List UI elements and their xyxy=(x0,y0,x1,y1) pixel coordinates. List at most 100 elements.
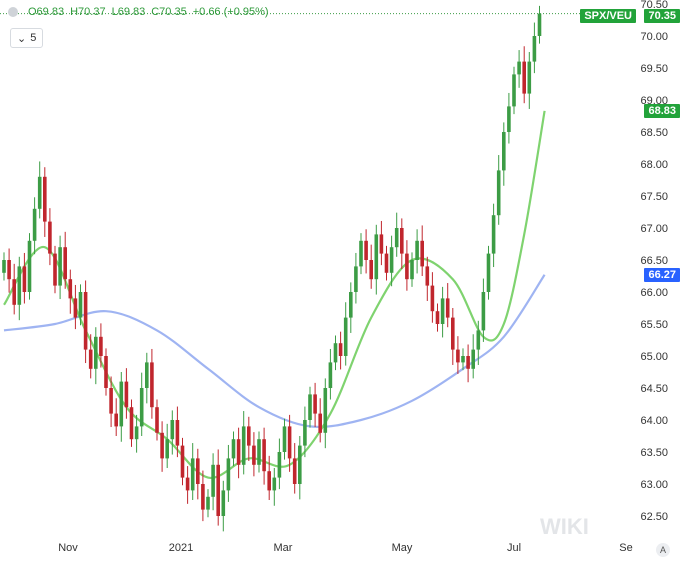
candle-body xyxy=(68,279,73,299)
candle-body xyxy=(247,426,251,446)
candle-body xyxy=(369,260,373,280)
candle-body xyxy=(241,426,246,465)
candle-body xyxy=(394,228,399,248)
candle-body xyxy=(257,439,261,465)
price-tick-label: 67.50 xyxy=(640,191,668,203)
time-tick-label: Se xyxy=(619,542,632,554)
candle-body xyxy=(537,13,542,36)
candle-body xyxy=(507,106,511,132)
candle-body xyxy=(349,292,353,318)
candle-body xyxy=(486,253,491,292)
candle-body xyxy=(517,61,521,75)
watermark-logo: WIKI xyxy=(540,514,589,539)
candle-body xyxy=(496,170,501,216)
candle-body xyxy=(114,413,118,427)
candle-body xyxy=(160,432,164,459)
candle-body xyxy=(48,221,52,254)
candle-body xyxy=(379,234,384,254)
candle-body xyxy=(139,388,144,427)
candle-body xyxy=(175,420,180,446)
candle-body xyxy=(94,336,98,369)
price-tick-label: 64.00 xyxy=(640,415,668,427)
candle-body xyxy=(211,464,215,497)
candle-body xyxy=(206,496,210,510)
candle-body xyxy=(400,228,404,254)
candle-body xyxy=(109,388,113,414)
candle-body xyxy=(512,74,516,107)
candle-body xyxy=(43,176,47,222)
candle-body xyxy=(63,247,67,280)
price-tick-label: 66.00 xyxy=(640,287,668,299)
candle-body xyxy=(532,36,537,62)
candle-body xyxy=(323,388,328,433)
candle-body xyxy=(435,311,440,324)
symbol-visibility-icon[interactable] xyxy=(8,7,18,17)
candle-body xyxy=(313,394,317,414)
candle-body xyxy=(58,247,62,286)
candle-body xyxy=(7,260,11,280)
candle-body xyxy=(196,458,200,484)
candle-body xyxy=(201,484,205,510)
candle-body xyxy=(476,330,481,350)
price-tick-label: 67.00 xyxy=(640,223,668,235)
chevron-down-icon: ⌄ xyxy=(17,32,27,45)
candle-body xyxy=(308,394,312,420)
price-axis[interactable]: 62.50 63.00 63.50 64.00 64.50 65.00 65.50 66.00… xyxy=(640,0,668,523)
candle-body xyxy=(262,439,266,472)
candle-body xyxy=(180,445,185,478)
price-tick-label: 69.50 xyxy=(640,63,668,75)
candle-body xyxy=(53,253,57,286)
candle-body xyxy=(333,343,338,363)
candle-body xyxy=(338,343,343,356)
candle-body xyxy=(145,362,149,388)
candle-body xyxy=(99,336,103,356)
candle-body xyxy=(282,426,287,452)
symbol-badge: SPX/VEU xyxy=(580,9,636,23)
candle-body xyxy=(17,266,22,305)
candle-body xyxy=(445,298,450,318)
candle-body xyxy=(292,458,297,484)
candle-body xyxy=(384,253,389,273)
candle-body xyxy=(221,490,226,516)
candle-body xyxy=(190,458,195,491)
price-tick-label: 62.50 xyxy=(640,511,668,523)
auto-scale-button[interactable]: A xyxy=(656,543,670,557)
candle-body xyxy=(272,477,277,491)
candle-body xyxy=(522,61,526,94)
candle-body xyxy=(410,260,414,280)
indicator-count: 5 xyxy=(30,32,37,44)
candle-body xyxy=(78,292,83,318)
price-tick-label: 70.00 xyxy=(640,31,668,43)
candle-body xyxy=(231,439,236,459)
time-axis[interactable]: Nov 2021 Mar May Jul Se xyxy=(58,542,633,554)
price-tick-label: 66.50 xyxy=(640,255,668,267)
candle-body xyxy=(83,292,88,350)
candle-body xyxy=(343,317,348,356)
price-tick-label: 68.00 xyxy=(640,159,668,171)
candle-body xyxy=(88,349,93,369)
price-tick-label: 64.50 xyxy=(640,383,668,395)
candle-body xyxy=(134,426,139,440)
candle-body xyxy=(374,234,379,280)
time-tick-label: 2021 xyxy=(169,542,193,554)
candle-body xyxy=(277,452,282,478)
candle-body xyxy=(27,240,32,292)
candle-body xyxy=(303,420,307,446)
candle-body xyxy=(150,362,154,408)
price-tick-label: 68.50 xyxy=(640,127,668,139)
candle-body xyxy=(298,445,302,484)
candle-body xyxy=(359,240,363,267)
change-value: +0.66 (+0.95%) xyxy=(192,6,269,18)
indicator-collapse-button[interactable]: ⌄ 5 xyxy=(10,28,44,48)
candle-body xyxy=(318,413,322,433)
candle-body xyxy=(481,292,486,331)
low-value: L69.83 xyxy=(111,6,146,18)
candle-body xyxy=(364,240,368,260)
candle-body xyxy=(328,362,333,388)
candle-body xyxy=(119,381,124,427)
candle-body xyxy=(104,356,108,388)
candle-body xyxy=(430,285,435,312)
time-tick-label: Mar xyxy=(274,542,293,554)
price-tick-label: 65.00 xyxy=(640,351,668,363)
